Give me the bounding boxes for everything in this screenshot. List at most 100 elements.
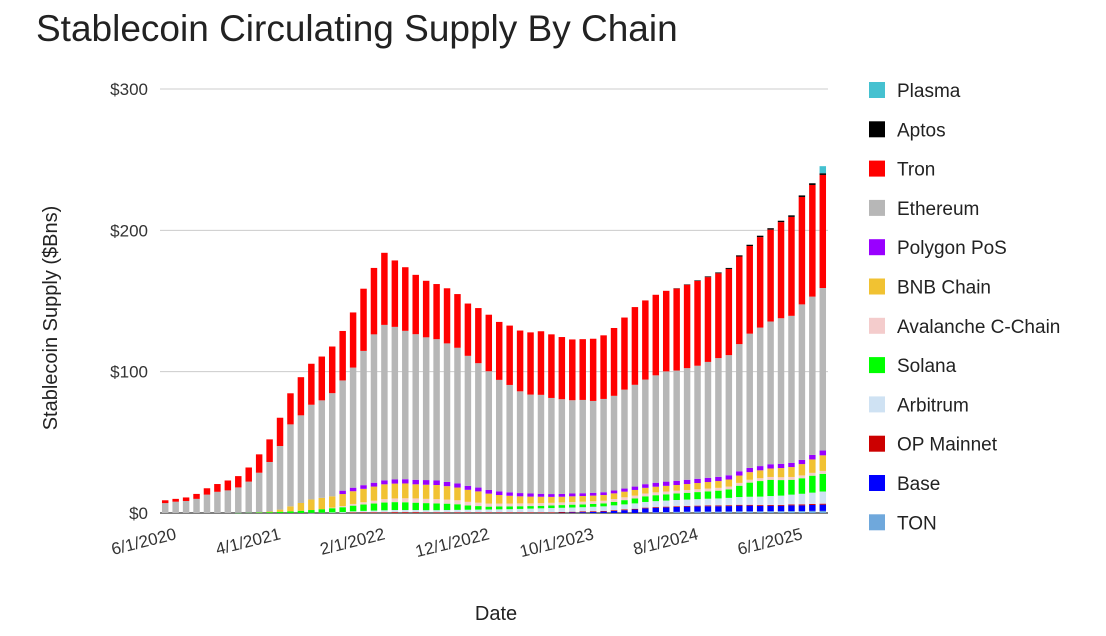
legend-label: Aptos <box>897 120 946 141</box>
bar-segment-ethereum <box>203 494 211 513</box>
bar-segment-aptos <box>798 195 806 197</box>
bar-segment-arbitrum <box>736 497 743 505</box>
bar-segment-tron <box>746 246 753 334</box>
bar-segment-solana <box>683 492 691 500</box>
bar-segment-tron <box>631 307 639 385</box>
bar-segment-solana <box>360 504 367 511</box>
bar-segment-bnb-chain <box>443 486 451 500</box>
bar-segment-tron <box>433 284 440 340</box>
legend-item-op-mainnet: OP Mainnet <box>869 435 998 456</box>
bar-segment-polygon-pos <box>381 480 388 485</box>
bar-segment-tron <box>339 330 346 381</box>
bar-segment-ethereum <box>297 415 305 503</box>
bar-segment-solana <box>777 480 785 496</box>
bar-segment-tron <box>652 294 660 376</box>
bar-segment-ethereum <box>214 491 221 513</box>
bar-segment-tron <box>318 356 326 401</box>
bar-segment-bnb-chain <box>725 479 733 487</box>
bar-segment-arbitrum <box>756 496 764 506</box>
bar-segment-op-mainnet <box>412 512 419 513</box>
bar-segment-avalanche-c-chain <box>652 492 660 496</box>
bar-segment-tron <box>276 417 284 447</box>
bar-segment-polygon-pos <box>370 482 378 487</box>
bar-segment-polygon-pos <box>433 480 440 486</box>
bar-segment-bnb-chain <box>610 493 618 499</box>
bar-segment-tron <box>756 237 764 328</box>
bar-segment-ethereum <box>704 361 712 478</box>
bar-segment-base <box>610 510 618 513</box>
bar-segment-avalanche-c-chain <box>454 500 461 505</box>
bar-segment-bnb-chain <box>454 487 461 501</box>
bar-segment-polygon-pos <box>662 481 670 486</box>
bar-segment-polygon-pos <box>454 483 461 488</box>
bar-segment-bnb-chain <box>642 487 649 494</box>
legend-item-bnb-chain: BNB Chain <box>869 278 991 299</box>
bar-segment-arbitrum <box>527 508 534 513</box>
bar-segment-tron <box>255 454 263 473</box>
bar-segment-solana <box>548 505 555 509</box>
bar-segment-base <box>600 511 607 513</box>
bar-segment-ethereum <box>381 324 388 481</box>
bar-segment-avalanche-c-chain <box>673 490 680 494</box>
bar-segment-tron <box>182 497 190 501</box>
bar-segment-base <box>715 506 722 512</box>
bar-segment-ethereum <box>537 394 545 494</box>
bar-segment-tron <box>683 284 691 369</box>
bar-segment-polygon-pos <box>704 477 712 483</box>
bar-segment-solana <box>527 506 534 509</box>
bar-segment-avalanche-c-chain <box>433 499 440 504</box>
bar-segment-arbitrum <box>683 499 691 506</box>
bar-segment-base <box>704 506 712 512</box>
legend-label: Avalanche C-Chain <box>897 317 1060 338</box>
legend-swatch <box>869 357 885 374</box>
bar-segment-ethereum <box>495 379 503 492</box>
bar-segment-base <box>589 511 597 513</box>
bar-segment-ethereum <box>777 318 785 464</box>
bar-segment-solana <box>276 511 284 513</box>
bar-segment-ethereum <box>569 400 576 494</box>
bar-segment-avalanche-c-chain <box>443 499 451 504</box>
legend-swatch <box>869 278 885 295</box>
bar-segment-bnb-chain <box>537 496 545 504</box>
bar-segment-arbitrum <box>788 494 795 505</box>
bar-segment-ethereum <box>621 389 628 489</box>
bar-segment-arbitrum <box>558 507 566 513</box>
bar-segment-op-mainnet <box>725 505 733 507</box>
bar-segment-arbitrum <box>495 509 503 513</box>
bar-segment-avalanche-c-chain <box>506 503 513 507</box>
bar-segment-op-mainnet <box>683 505 691 507</box>
bar-segment-arbitrum <box>589 506 597 512</box>
bar-segment-ethereum <box>454 347 461 484</box>
bar-segment-polygon-pos <box>537 493 545 497</box>
bar-segment-solana <box>433 503 440 511</box>
bar-segment-ethereum <box>527 394 534 494</box>
bar-segment-polygon-pos <box>610 490 618 494</box>
bar-segment-arbitrum <box>767 496 774 505</box>
bar-segment-tron <box>673 288 680 371</box>
bar-segment-solana <box>485 506 493 510</box>
legend-swatch <box>869 435 885 452</box>
x-tick-label: 6/1/2025 <box>736 524 805 558</box>
bar-segment-op-mainnet <box>527 512 534 513</box>
bar-segment-arbitrum <box>600 506 607 511</box>
bar-segment-ton <box>746 511 753 513</box>
bar-segment-ethereum <box>287 424 294 507</box>
bar-segment-tron <box>235 476 242 488</box>
bar-segment-polygon-pos <box>422 480 430 485</box>
bar-segment-ton <box>704 511 712 513</box>
bar-segment-ethereum <box>819 288 827 451</box>
bar-segment-tron <box>798 196 806 305</box>
bar-segment-bnb-chain <box>569 496 576 502</box>
bar-segment-op-mainnet <box>422 512 430 513</box>
bar-segment-bnb-chain <box>809 459 816 473</box>
bar-segment-solana <box>287 511 294 513</box>
bar-segment-solana <box>579 504 586 508</box>
bar-segment-polygon-pos <box>777 463 785 469</box>
bar-segment-tron <box>464 303 472 356</box>
legend-label: Solana <box>897 356 957 377</box>
bar-segment-ton <box>767 511 774 513</box>
bar-segment-ethereum <box>558 399 566 494</box>
bar-segment-ethereum <box>391 326 399 480</box>
bar-segment-ethereum <box>255 472 263 513</box>
bar-segment-arbitrum <box>485 509 493 513</box>
